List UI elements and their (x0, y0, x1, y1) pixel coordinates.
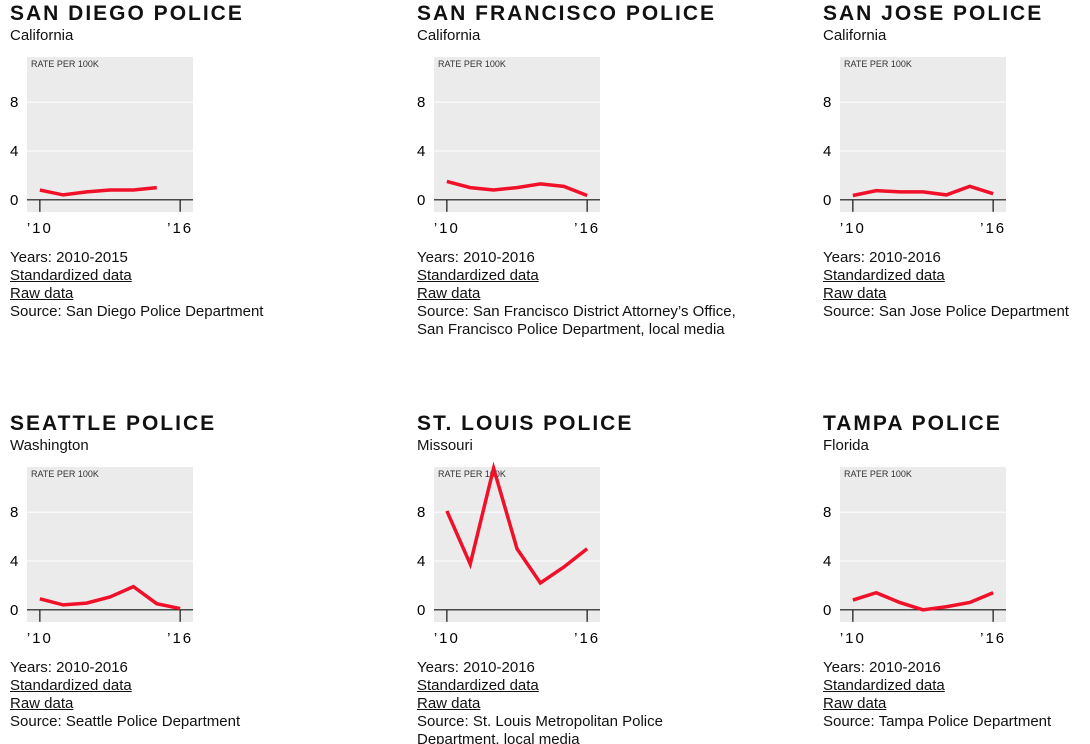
chart-notes: Years: 2010-2016 Standardized data Raw dat… (10, 659, 340, 731)
y-tick-label: 4 (10, 143, 18, 160)
chart-panel: SAN FRANCISCO POLICE California RATE PER 1… (417, 0, 757, 340)
years-note: Years: 2010-2016 (823, 659, 941, 676)
chart-notes: Years: 2010-2016 Standardized data Raw dat… (823, 659, 1080, 731)
y-tick-label: 4 (823, 143, 831, 160)
chart-title: TAMPA POLICE (823, 412, 1002, 435)
y-tick-label: 8 (417, 94, 425, 111)
x-tick-label: ’10 (840, 220, 866, 237)
source-note: Source: Tampa Police Department (823, 713, 1052, 730)
y-tick-label: 0 (10, 192, 18, 209)
chart-title: ST. LOUIS POLICE (417, 412, 634, 435)
x-tick-label: ’10 (434, 630, 460, 647)
data-line (39, 584, 181, 611)
data-link[interactable]: Standardized data (417, 677, 539, 694)
data-link[interactable]: Standardized data (823, 677, 945, 694)
years-note: Years: 2010-2016 (417, 659, 535, 676)
source-note: Source: San Diego Police Department (10, 303, 264, 320)
chart-title: SAN JOSE POLICE (823, 2, 1044, 25)
data-link[interactable]: Raw data (10, 695, 74, 712)
x-tick-label: ’10 (27, 630, 53, 647)
y-tick-label: 8 (823, 94, 831, 111)
y-tick-label: 8 (417, 504, 425, 521)
x-tick-label: ’16 (574, 630, 600, 647)
chart-subtitle: Missouri (417, 437, 473, 454)
chart-title: SEATTLE POLICE (10, 412, 217, 435)
y-tick-label: 4 (417, 143, 425, 160)
y-axis-label: RATE PER 100K (438, 59, 506, 69)
chart: RATE PER 100K 0 4 8 ’10 ’16 (823, 467, 1006, 647)
chart-title: SAN DIEGO POLICE (10, 2, 244, 25)
data-link[interactable]: Raw data (417, 695, 481, 712)
source-note: Source: San Francisco District Attorney’… (417, 303, 736, 338)
x-tick-label: ’16 (167, 220, 193, 237)
chart: RATE PER 100K 0 4 8 ’10 ’16 (417, 57, 600, 237)
data-link[interactable]: Standardized data (417, 267, 539, 284)
data-line (39, 185, 157, 197)
chart-subtitle: Florida (823, 437, 869, 454)
chart-subtitle: California (10, 27, 74, 44)
y-tick-label: 8 (823, 504, 831, 521)
data-line (852, 590, 994, 612)
source-note: Source: St. Louis Metropolitan Police De… (417, 713, 663, 744)
chart-subtitle: California (823, 27, 887, 44)
chart-panel: SAN JOSE POLICE California RATE PER 100K 0 4… (823, 0, 1090, 340)
x-tick-label: ’10 (27, 220, 53, 237)
years-note: Years: 2010-2015 (10, 249, 128, 266)
chart-subtitle: Washington (10, 437, 89, 454)
plot-background (27, 57, 193, 212)
chart-notes: Years: 2010-2016 Standardized data Raw dat… (417, 659, 747, 744)
x-tick-label: ’16 (980, 630, 1006, 647)
data-link[interactable]: Raw data (10, 285, 74, 302)
y-tick-label: 8 (10, 94, 18, 111)
data-line (446, 179, 588, 198)
x-tick-label: ’10 (840, 630, 866, 647)
y-tick-label: 8 (10, 504, 18, 521)
source-note: Source: Seattle Police Department (10, 713, 241, 730)
chart-panel: SAN DIEGO POLICE California RATE PER 100K 0… (10, 0, 350, 340)
chart: RATE PER 100K 0 4 8 ’10 ’16 (10, 57, 193, 237)
data-link[interactable]: Standardized data (823, 267, 945, 284)
chart-notes: Years: 2010-2016 Standardized data Raw dat… (823, 249, 1080, 321)
chart: RATE PER 100K 0 4 8 ’10 ’16 (417, 461, 600, 647)
y-tick-label: 0 (417, 192, 425, 209)
data-link[interactable]: Standardized data (10, 267, 132, 284)
data-link[interactable]: Raw data (823, 695, 887, 712)
years-note: Years: 2010-2016 (417, 249, 535, 266)
data-link[interactable]: Raw data (823, 285, 887, 302)
chart-notes: Years: 2010-2016 Standardized data Raw dat… (417, 249, 747, 339)
x-tick-label: ’10 (434, 220, 460, 237)
y-axis-label: RATE PER 100K (31, 469, 99, 479)
years-note: Years: 2010-2016 (823, 249, 941, 266)
y-axis-label: RATE PER 100K (31, 59, 99, 69)
y-axis-label: RATE PER 100K (844, 469, 912, 479)
chart: RATE PER 100K 0 4 8 ’10 ’16 (10, 467, 193, 647)
x-tick-label: ’16 (167, 630, 193, 647)
y-tick-label: 4 (10, 553, 18, 570)
chart-panel: SEATTLE POLICE Washington RATE PER 100K 0 4 8… (10, 410, 350, 744)
y-axis-label: RATE PER 100K (438, 469, 506, 479)
data-line (445, 461, 589, 586)
chart: RATE PER 100K 0 4 8 ’10 ’16 (823, 57, 1006, 237)
data-link[interactable]: Standardized data (10, 677, 132, 694)
y-tick-label: 0 (823, 602, 831, 619)
y-tick-label: 4 (823, 553, 831, 570)
y-tick-label: 0 (417, 602, 425, 619)
source-note: Source: San Jose Police Department (823, 303, 1069, 320)
x-tick-label: ’16 (574, 220, 600, 237)
x-tick-label: ’16 (980, 220, 1006, 237)
chart-panel: ST. LOUIS POLICE Missouri RATE PER 100K 0 4 8… (417, 410, 757, 744)
plot-background (840, 57, 1006, 212)
chart-panel: TAMPA POLICE Florida RATE PER 100K 0 4 8 ’10 ’1… (823, 410, 1090, 744)
chart-notes: Years: 2010-2015 Standardized data Raw dat… (10, 249, 340, 321)
y-tick-label: 4 (417, 553, 425, 570)
y-tick-label: 0 (10, 602, 18, 619)
y-axis-label: RATE PER 100K (844, 59, 912, 69)
chart-subtitle: California (417, 27, 481, 44)
data-link[interactable]: Raw data (417, 285, 481, 302)
data-line (852, 184, 994, 198)
years-note: Years: 2010-2016 (10, 659, 128, 676)
y-tick-label: 0 (823, 192, 831, 209)
chart-title: SAN FRANCISCO POLICE (417, 2, 717, 25)
